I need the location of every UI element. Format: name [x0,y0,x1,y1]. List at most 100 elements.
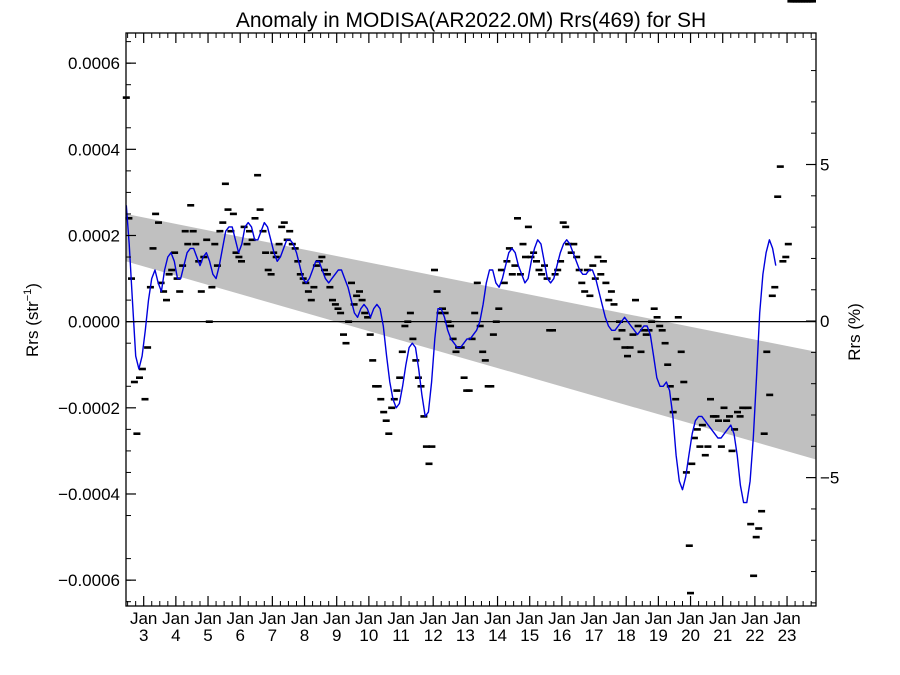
x-tick-month-label: Jan [709,609,736,628]
data-point [505,247,513,250]
data-point [554,268,562,272]
data-point [165,273,173,276]
x-tick-month-label: Jan [259,609,286,628]
x-tick-year-label: 21 [713,626,732,645]
data-point [409,337,417,341]
data-point [141,397,149,401]
data-point [294,260,302,263]
x-tick-month-label: Jan [452,609,479,628]
data-point [581,290,589,293]
data-point [216,229,224,233]
data-point [219,221,227,224]
x-tick-month-label: Jan [773,609,800,628]
data-point [594,255,602,259]
data-point [567,251,575,254]
data-point [179,264,187,267]
data-point [439,307,446,310]
data-point [538,273,546,276]
plot-frame [125,32,817,607]
data-point [184,242,192,246]
data-point [578,281,586,285]
data-point [583,268,591,272]
data-point [557,260,565,263]
data-point [690,436,698,440]
data-point [149,247,157,250]
x-tick-month-label: Jan [677,609,704,628]
data-point [356,290,363,293]
data-point [809,0,816,3]
x-tick-month-label: Jan [484,609,511,628]
x-tick-month-label: Jan [741,609,768,628]
y2-tick-label: −5 [820,469,839,488]
data-point [138,367,146,371]
data-point [420,415,428,418]
data-point [441,311,449,315]
x-tick-year-label: 16 [552,626,571,645]
y-tick-label: −0.0006 [58,571,120,590]
data-point [736,415,744,418]
x-tick-month-label: Jan [226,609,253,628]
data-point [286,229,294,233]
data-point [176,290,184,293]
data-point [192,242,200,246]
data-point [715,419,722,422]
data-point [599,260,607,263]
data-point [616,320,623,323]
y-tick-label: 0.0002 [68,226,120,245]
data-point [680,380,688,384]
data-point [602,281,610,285]
data-point [254,173,262,177]
x-tick-month-label: Jan [419,609,446,628]
data-point [495,307,503,310]
data-point [436,311,444,315]
data-point [607,290,615,293]
data-point [361,311,369,315]
data-point [744,406,752,410]
data-point [262,251,270,254]
data-point [656,324,664,328]
data-point [353,294,361,298]
data-point [637,350,645,354]
data-point [288,242,296,246]
data-point [535,268,543,272]
data-point [307,298,315,302]
data-point [208,285,216,289]
data-point [771,285,779,289]
data-point [331,303,339,306]
data-point [624,354,631,358]
data-point [516,273,524,276]
data-point [348,281,355,285]
data-point [382,419,390,422]
data-point [720,406,728,410]
y-axis-left-title: Rrs (str−1) [22,283,42,357]
data-point [511,264,519,267]
data-point [468,337,476,341]
data-point [465,389,473,392]
data-point [187,204,195,207]
data-point [752,535,760,539]
x-tick-year-label: 19 [649,626,668,645]
y-tick-label: 0.0004 [68,140,120,159]
x-tick-month-label: Jan [194,609,221,628]
data-point [326,285,334,289]
data-point [672,397,680,401]
data-point [704,445,712,448]
data-point [476,324,484,328]
data-point [755,527,763,530]
data-point [431,268,438,272]
x-tick-month-label: Jan [162,609,189,628]
data-point [489,333,497,336]
data-point [613,337,621,341]
x-tick-year-label: 15 [520,626,539,645]
data-point [428,445,436,448]
x-tick-month-label: Jan [548,609,575,628]
data-point [549,329,556,332]
data-point [280,221,288,224]
x-tick-year-label: 12 [424,626,443,645]
data-point [388,406,396,410]
data-point [524,225,532,229]
data-point [726,415,733,418]
data-point [677,350,685,354]
x-tick-year-label: 23 [778,626,797,645]
data-point [337,311,345,315]
